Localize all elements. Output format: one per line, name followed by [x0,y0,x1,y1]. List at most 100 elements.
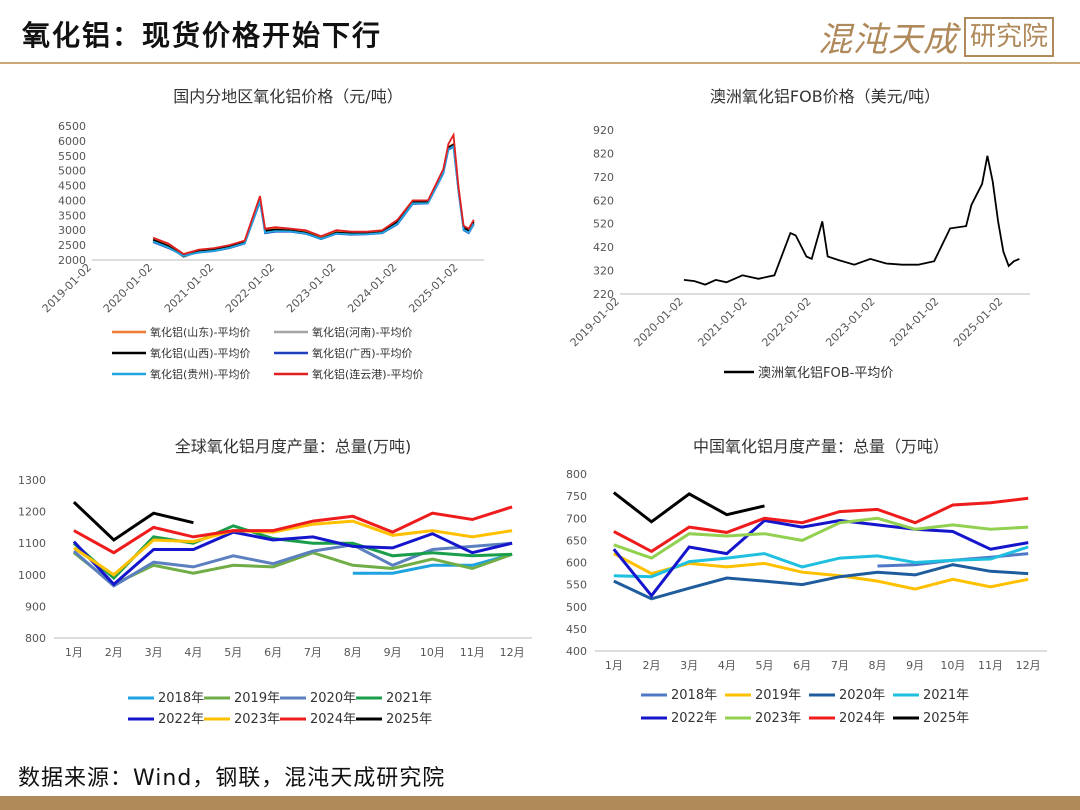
brand-logo: 混沌天成 研究院 [818,12,1054,61]
series-line [72,530,513,587]
y-tick-label: 320 [593,265,614,278]
x-tick-label: 2月 [643,659,661,672]
y-tick-label: 420 [593,241,614,254]
x-tick-label: 2021-01-02 [162,261,216,315]
x-tick-label: 11月 [460,646,485,659]
y-tick-label: 450 [566,623,587,636]
x-tick-label: 4月 [184,646,202,659]
legend-label: 2023年 [234,712,280,727]
x-tick-label: 6月 [264,646,282,659]
chart-title: 中国氧化铝月度产量：总量（万吨） [693,437,949,456]
series-line [72,541,513,588]
x-tick-label: 2023-01-02 [823,295,877,349]
x-tick-label: 2020-01-02 [101,261,155,315]
series-line [683,155,1020,286]
series-line [73,505,513,555]
legend-label: 2021年 [923,688,969,703]
series-line [612,518,1029,599]
x-tick-label: 2月 [105,646,123,659]
x-tick-label: 12月 [500,646,525,659]
x-tick-label: 5月 [224,646,242,659]
x-tick-label: 2022-01-02 [223,261,277,315]
y-tick-label: 520 [593,218,614,231]
legend-label: 氧化铝(贵州)-平均价 [150,367,251,381]
series-line [613,516,1029,560]
x-tick-label: 9月 [384,646,402,659]
x-tick-label: 2020-01-02 [632,295,686,349]
data-source-footer: 数据来源：Wind，钢联，混沌天成研究院 [18,766,446,791]
y-tick-label: 620 [593,194,614,207]
series-line [613,545,1029,579]
brand-boxed-text: 研究院 [963,16,1054,57]
x-tick-label: 2019-01-02 [568,295,622,349]
chart-title: 澳洲氧化铝FOB价格（美元/吨） [710,87,940,106]
y-tick-label: 5500 [58,150,86,163]
footer-bar [0,796,1080,810]
y-tick-label: 3000 [58,224,86,237]
legend-label: 2025年 [923,711,969,726]
y-tick-label: 650 [566,534,587,547]
page-title: 氧化铝：现货价格开始下行 [22,19,383,52]
legend-label: 2022年 [158,712,204,727]
y-tick-label: 2500 [58,239,86,252]
legend-label: 2023年 [755,711,801,726]
y-tick-label: 820 [593,147,614,160]
y-tick-label: 4000 [58,194,86,207]
chart-title: 国内分地区氧化铝价格（元/吨） [173,87,402,106]
legend-label: 2020年 [310,691,356,706]
series-line [72,501,194,542]
x-tick-label: 6月 [793,659,811,672]
chart-global-monthly-output: 全球氧化铝月度产量：总量(万吨) 800 900 1000 1100 1200 1300 1月… [18,437,532,727]
legend-label: 2022年 [671,711,717,726]
y-tick-label: 1100 [18,537,46,550]
y-tick-label: 500 [566,601,587,614]
legend-label: 2018年 [671,688,717,703]
x-tick-label: 2024-01-02 [887,295,941,349]
y-tick-label: 1000 [18,569,46,582]
legend-label: 2019年 [234,691,280,706]
legend-label: 氧化铝(连云港)-平均价 [312,367,424,381]
chart-title: 全球氧化铝月度产量：总量(万吨) [175,437,412,456]
x-tick-label: 8月 [869,659,887,672]
legend-label: 氧化铝(山西)-平均价 [150,346,251,360]
x-tick-label: 12月 [1016,659,1041,672]
series-line [613,496,1029,554]
y-tick-label: 2000 [58,254,86,267]
x-tick-label: 10月 [420,646,445,659]
x-tick-label: 2025-01-02 [406,261,460,315]
y-tick-label: 400 [566,645,587,658]
chart-china-monthly-output: 中国氧化铝月度产量：总量（万吨） 400 450 500 550 600 650 700 750… [566,437,1047,726]
x-tick-label: 3月 [145,646,163,659]
series-line [352,552,513,575]
x-tick-label: 2025-01-02 [951,295,1005,349]
series-line [72,524,513,581]
legend-label: 澳洲氧化铝FOB-平均价 [758,365,893,381]
x-tick-label: 8月 [344,646,362,659]
x-tick-label: 2021-01-02 [696,295,750,349]
chart-australia-fob-price: 澳洲氧化铝FOB价格（美元/吨） 220 320 420 520 620 720 820 920… [568,87,1030,381]
x-tick-label: 1月 [65,646,83,659]
legend-label: 2024年 [839,711,885,726]
legend-label: 2021年 [386,691,432,706]
x-tick-label: 10月 [940,659,965,672]
y-tick-label: 800 [566,468,587,481]
y-tick-label: 700 [566,512,587,525]
y-tick-label: 900 [25,600,46,613]
series-line [72,551,513,587]
legend-label: 2020年 [839,688,885,703]
y-tick-label: 920 [593,124,614,137]
y-tick-label: 750 [566,490,587,503]
legend-label: 2018年 [158,691,204,706]
y-tick-label: 3500 [58,209,86,222]
x-tick-label: 2023-01-02 [284,261,338,315]
x-tick-label: 5月 [756,659,774,672]
x-tick-label: 7月 [304,646,322,659]
y-tick-label: 1200 [18,506,46,519]
legend-label: 2025年 [386,712,432,727]
legend-label: 氧化铝(广西)-平均价 [312,346,413,360]
y-tick-label: 6000 [58,135,86,148]
y-tick-label: 800 [25,632,46,645]
y-tick-label: 4500 [58,180,86,193]
series-line [612,491,765,524]
